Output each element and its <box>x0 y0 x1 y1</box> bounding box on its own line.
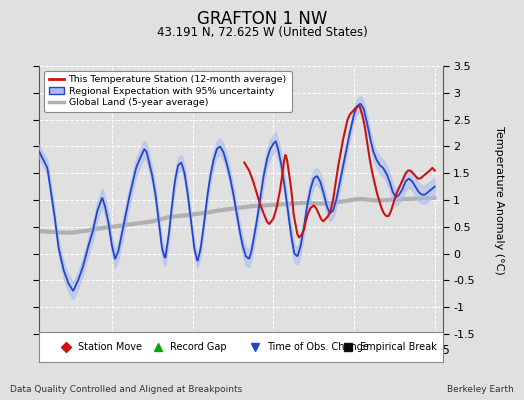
Text: Time of Obs. Change: Time of Obs. Change <box>267 342 369 352</box>
Text: Record Gap: Record Gap <box>170 342 227 352</box>
Text: 43.191 N, 72.625 W (United States): 43.191 N, 72.625 W (United States) <box>157 26 367 39</box>
Legend: This Temperature Station (12-month average), Regional Expectation with 95% uncer: This Temperature Station (12-month avera… <box>44 71 291 112</box>
Text: Data Quality Controlled and Aligned at Breakpoints: Data Quality Controlled and Aligned at B… <box>10 385 243 394</box>
Text: Berkeley Earth: Berkeley Earth <box>447 385 514 394</box>
Text: Empirical Break: Empirical Break <box>360 342 437 352</box>
Text: GRAFTON 1 NW: GRAFTON 1 NW <box>197 10 327 28</box>
Y-axis label: Temperature Anomaly (°C): Temperature Anomaly (°C) <box>494 126 504 274</box>
Text: Station Move: Station Move <box>78 342 141 352</box>
